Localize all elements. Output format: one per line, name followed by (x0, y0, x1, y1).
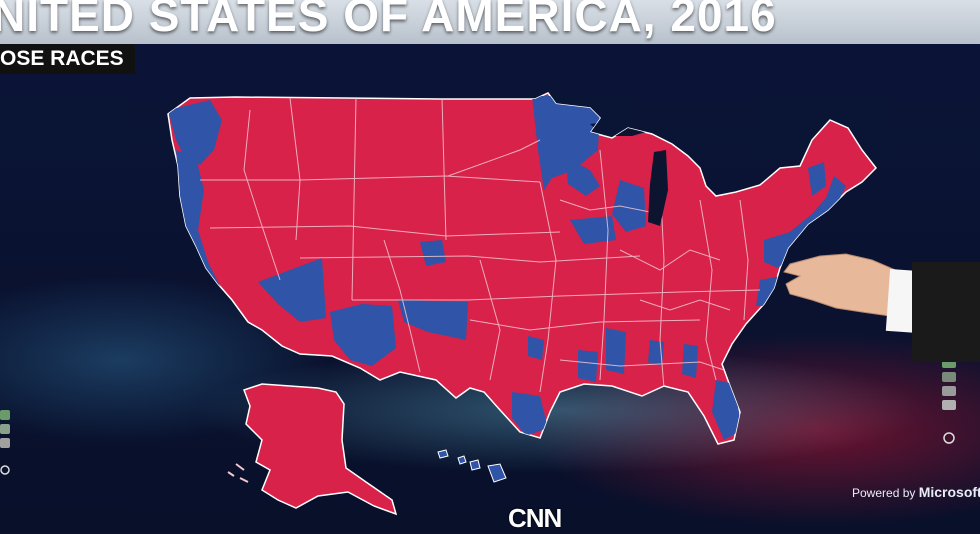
powered-by-brand: Microsoft (918, 484, 980, 500)
subtitle-banner: OSE RACES (0, 44, 135, 74)
lake-michigan (648, 150, 668, 226)
map-subtitle: OSE RACES (0, 47, 124, 70)
district-borders (200, 97, 761, 393)
title-banner: NITED STATES OF AMERICA, 2016 (0, 0, 980, 44)
alaska[interactable] (227, 383, 398, 516)
democrat-districts[interactable] (168, 96, 846, 440)
cnn-logo-icon: CNN (508, 503, 562, 533)
powered-by-label: Powered by Microsoft (852, 484, 980, 500)
powered-by-prefix: Powered by (852, 486, 916, 500)
hawaii[interactable] (437, 449, 507, 483)
left-control-strip[interactable] (0, 410, 10, 475)
map-title: NITED STATES OF AMERICA, 2016 (0, 0, 777, 41)
